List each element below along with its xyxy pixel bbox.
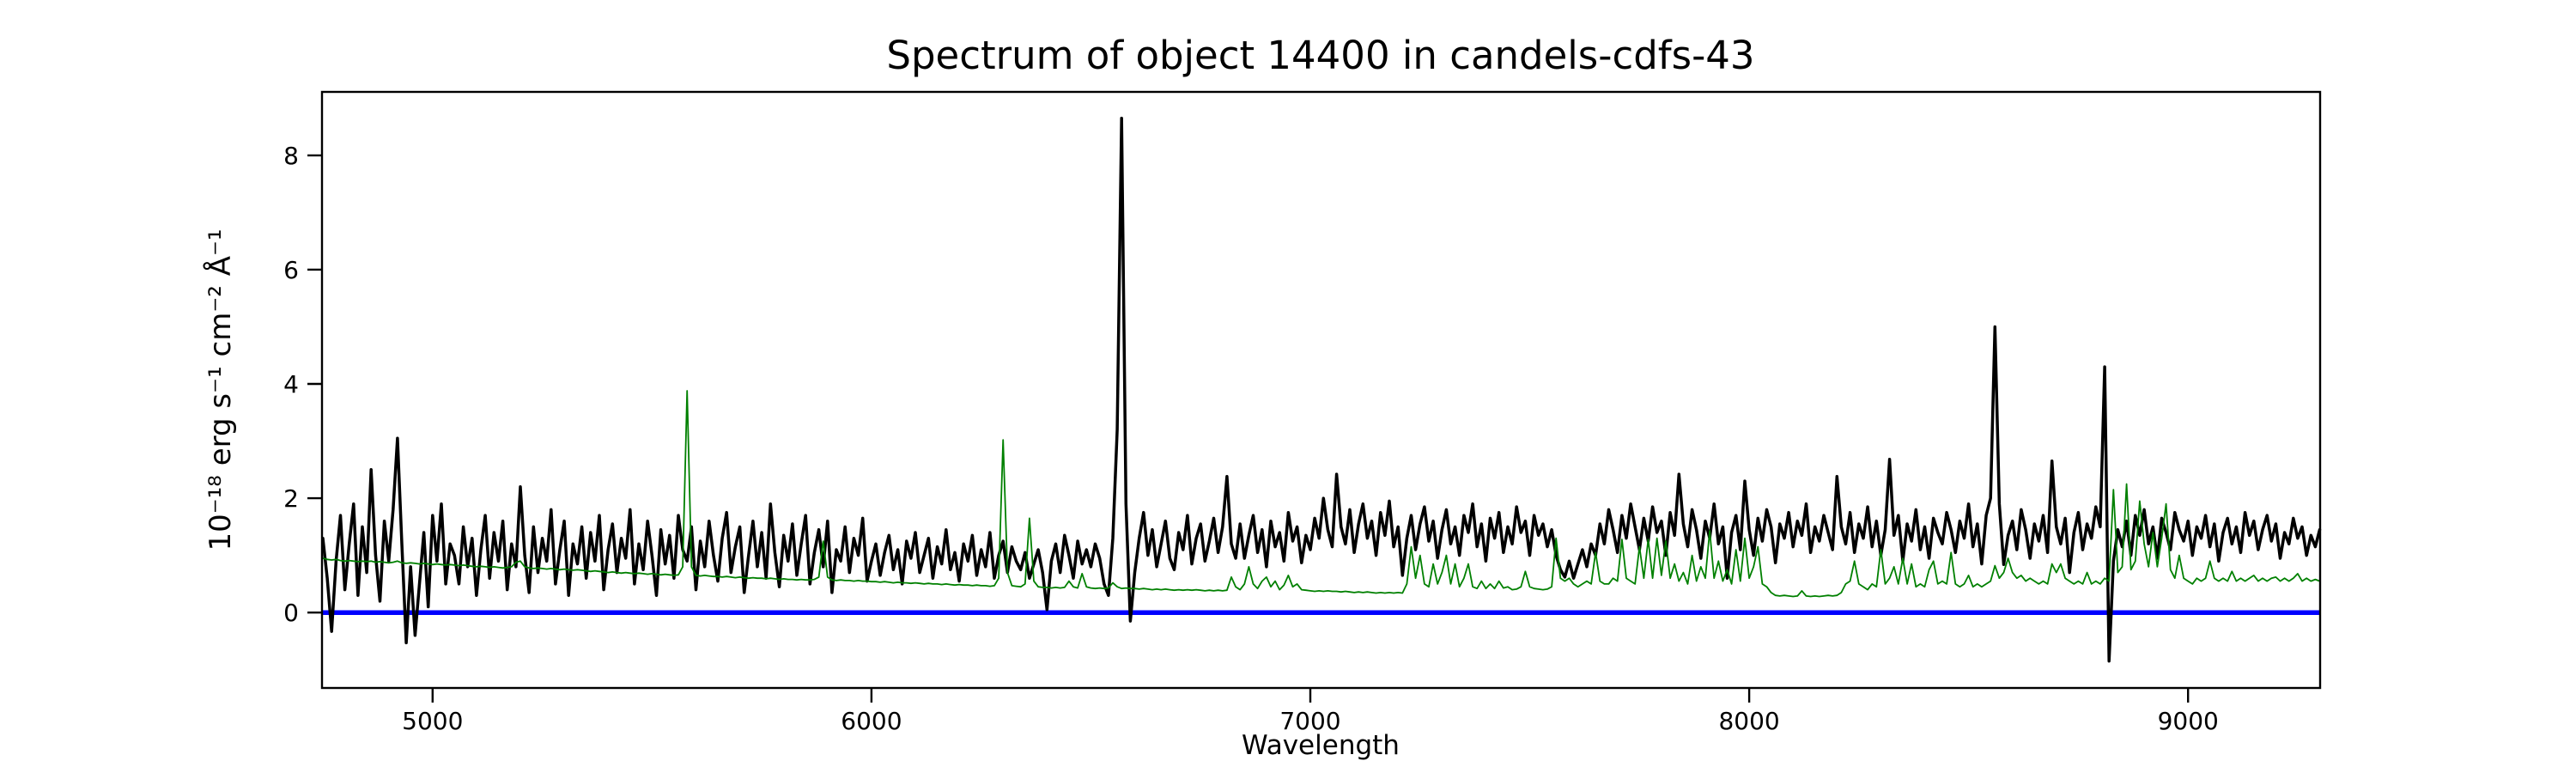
noise-line bbox=[322, 390, 2321, 598]
y-tick-label: 0 bbox=[283, 599, 299, 627]
y-tick-label: 8 bbox=[283, 142, 299, 170]
y-tick-label: 6 bbox=[283, 256, 299, 284]
y-tick-label: 4 bbox=[283, 370, 299, 399]
x-tick-label: 9000 bbox=[2158, 707, 2219, 735]
y-axis-label: 10⁻¹⁸ erg s⁻¹ cm⁻² Å⁻¹ bbox=[203, 228, 238, 551]
axes-frame bbox=[320, 90, 2322, 690]
y-tick-label: 2 bbox=[283, 484, 299, 513]
x-tick-label: 5000 bbox=[402, 707, 463, 735]
flux-line bbox=[321, 116, 2322, 663]
x-axis-label: Wavelength bbox=[1242, 730, 1400, 761]
x-tick-label: 6000 bbox=[841, 707, 902, 735]
plot-area: 5000 6000 7000 8000 9000 0 2 4 6 8 bbox=[283, 90, 2322, 735]
x-tick-label: 8000 bbox=[1718, 707, 1779, 735]
plot-title: Spectrum of object 14400 in candels-cdfs… bbox=[886, 33, 1754, 78]
x-tick-label: 7000 bbox=[1279, 707, 1340, 735]
